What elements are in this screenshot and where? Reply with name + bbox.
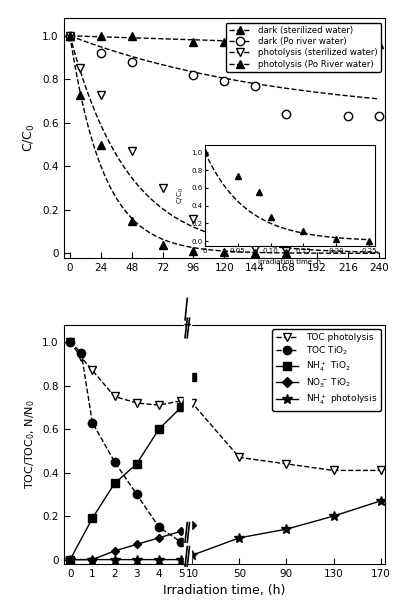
Y-axis label: TOC/TOC$_0$, N/N$_0$: TOC/TOC$_0$, N/N$_0$ (23, 400, 37, 489)
Y-axis label: C/C$_0$: C/C$_0$ (21, 124, 37, 153)
Legend: dark (sterilized water), dark (Po river water), photolysis (sterilized water), p: dark (sterilized water), dark (Po river … (226, 23, 381, 72)
Text: b: b (364, 332, 376, 347)
Bar (184, 321, 191, 571)
X-axis label: Irradiation time, (h): Irradiation time, (h) (163, 584, 285, 598)
Legend: TOC photolysis, TOC TiO$_2$, NH$_4^+$ TiO$_2$, NO$_3^-$ TiO$_2$, NH$_4^+$ photol: TOC photolysis, TOC TiO$_2$, NH$_4^+$ Ti… (272, 329, 381, 411)
Text: a: a (365, 26, 376, 40)
